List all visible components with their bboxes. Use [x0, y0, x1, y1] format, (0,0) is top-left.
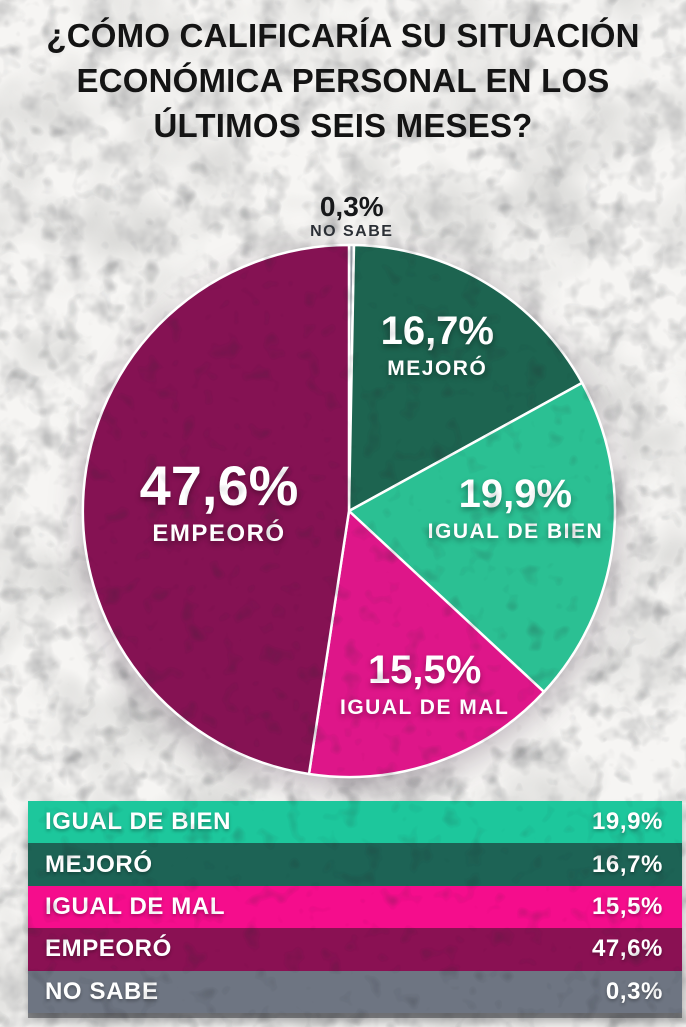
- legend-label: EMPEORÓ: [45, 935, 172, 963]
- legend-row-no-sabe: NO SABE 0,3%: [28, 970, 682, 1013]
- legend-label: IGUAL DE MAL: [45, 892, 226, 920]
- legend-table: IGUAL DE BIEN 19,9% MEJORÓ 16,7% IGUAL DE MA…: [28, 801, 682, 1013]
- legend-row-igual-de-mal: IGUAL DE MAL 15,5%: [28, 885, 682, 929]
- legend-label: MEJORÓ: [45, 850, 153, 878]
- legend-value: 19,9%: [591, 808, 663, 836]
- legend-value: 15,5%: [591, 892, 663, 920]
- legend-value: 47,6%: [591, 935, 663, 963]
- legend-value: 16,7%: [591, 850, 663, 878]
- legend-row-mejoro: MEJORÓ 16,7%: [28, 843, 682, 886]
- pie-slice-empeoro: [81, 243, 351, 776]
- legend-label: IGUAL DE BIEN: [45, 808, 232, 836]
- legend-value: 0,3%: [605, 977, 663, 1005]
- legend-row-igual-de-bien: IGUAL DE BIEN 19,9%: [28, 801, 682, 844]
- legend-label: NO SABE: [45, 977, 159, 1005]
- legend-row-empeoro: EMPEORÓ 47,6%: [28, 928, 682, 971]
